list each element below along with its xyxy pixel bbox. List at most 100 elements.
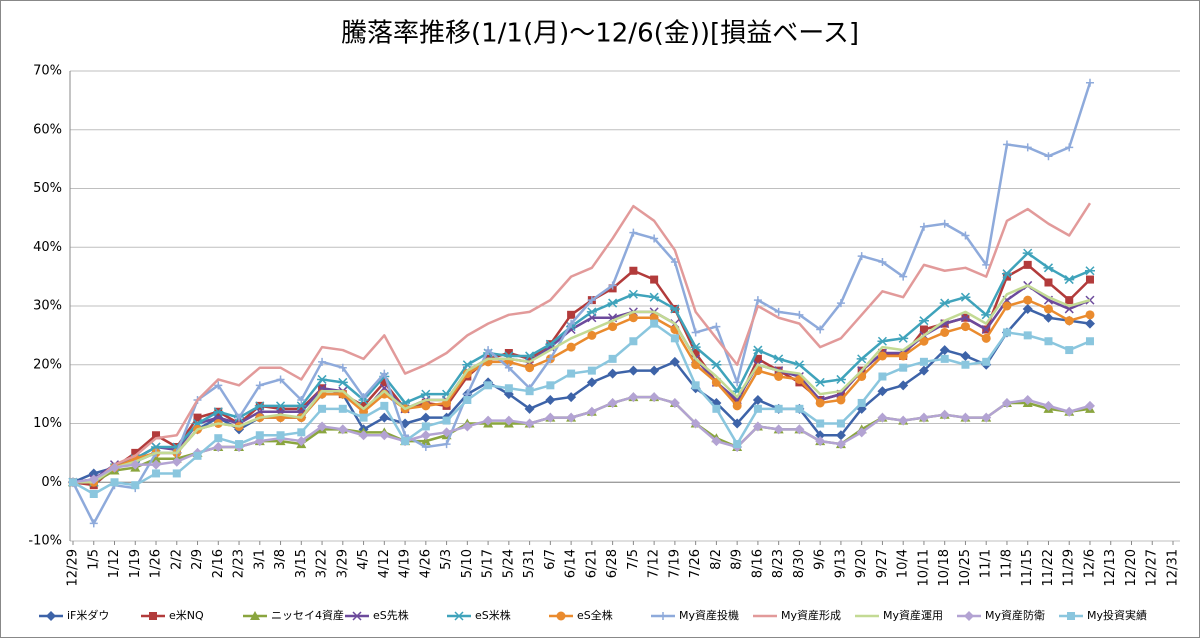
marker <box>567 369 576 378</box>
marker <box>835 430 846 441</box>
x-tick-label: 1/19 <box>128 549 143 578</box>
marker <box>960 322 970 332</box>
marker <box>794 360 805 370</box>
marker <box>463 396 472 404</box>
marker <box>733 440 742 449</box>
marker <box>898 415 909 426</box>
legend-marker <box>1067 612 1075 620</box>
marker <box>255 431 264 440</box>
marker <box>753 354 762 363</box>
chart-title: 騰落率推移(1/1(月)～12/6(金))[損益ベース] <box>341 19 859 49</box>
marker <box>525 363 535 373</box>
x-tick-label: 8/30 <box>792 549 807 578</box>
marker <box>504 363 513 372</box>
marker <box>1084 266 1095 276</box>
x-tick-label: 12/20 <box>1124 549 1139 586</box>
marker <box>940 354 949 363</box>
marker <box>88 474 99 485</box>
series <box>69 78 1094 528</box>
x-tick-label: 3/29 <box>335 549 350 578</box>
marker <box>919 325 928 334</box>
marker <box>171 456 182 467</box>
marker <box>981 412 992 423</box>
marker <box>503 415 514 426</box>
marker <box>586 377 597 388</box>
marker <box>297 404 306 413</box>
x-tick-label: 2/23 <box>232 549 247 578</box>
marker <box>669 356 680 367</box>
marker <box>773 424 784 435</box>
marker <box>649 365 660 376</box>
marker <box>1085 78 1094 87</box>
marker <box>629 228 638 237</box>
x-tick-label: 4/12 <box>377 549 392 578</box>
marker <box>960 350 971 361</box>
marker <box>649 392 660 403</box>
series <box>69 319 1094 498</box>
x-tick-label: 5/24 <box>501 549 516 578</box>
marker <box>628 392 639 403</box>
x-tick-label: 10/11 <box>916 549 931 586</box>
marker <box>1023 295 1033 305</box>
y-tick-label: 0% <box>41 475 62 490</box>
marker <box>566 412 577 423</box>
y-tick-label: 50% <box>33 181 62 196</box>
marker <box>525 387 534 396</box>
marker <box>628 365 639 376</box>
marker <box>1002 272 1011 281</box>
marker <box>961 231 970 240</box>
marker <box>566 392 577 403</box>
marker <box>608 322 618 332</box>
x-tick-label: 10/18 <box>937 549 952 586</box>
marker <box>587 366 596 375</box>
marker <box>816 325 825 334</box>
marker <box>152 469 161 478</box>
marker <box>940 219 949 228</box>
marker <box>650 234 659 243</box>
marker <box>586 307 597 317</box>
marker <box>213 407 224 417</box>
marker <box>939 409 950 420</box>
marker <box>732 418 743 429</box>
marker <box>1022 395 1033 405</box>
marker <box>1043 263 1054 273</box>
marker <box>1065 296 1074 305</box>
marker <box>1044 337 1053 346</box>
marker <box>981 310 992 320</box>
marker <box>1044 152 1053 161</box>
legend-label: e米NQ <box>169 609 204 622</box>
marker <box>524 418 535 429</box>
x-tick-label: 11/22 <box>1041 549 1056 586</box>
marker <box>296 436 307 447</box>
marker <box>380 401 389 410</box>
marker <box>919 336 929 346</box>
legend-label: eS全株 <box>577 608 613 622</box>
marker <box>109 462 120 473</box>
marker <box>1043 304 1053 314</box>
marker <box>607 298 618 308</box>
marker <box>940 319 950 329</box>
x-tick-label: 6/7 <box>543 549 558 570</box>
y-tick-label: 60% <box>33 122 62 137</box>
marker <box>1002 301 1012 311</box>
marker <box>525 354 534 363</box>
marker <box>318 357 327 366</box>
marker <box>1001 269 1012 279</box>
marker <box>193 413 202 422</box>
marker <box>629 266 638 275</box>
marker <box>235 440 244 449</box>
x-tick-label: 3/1 <box>252 549 267 570</box>
marker <box>379 412 390 423</box>
marker <box>587 296 596 305</box>
marker <box>276 375 285 384</box>
marker <box>297 396 306 404</box>
marker <box>711 360 722 370</box>
marker <box>1064 316 1074 326</box>
marker <box>213 442 224 452</box>
x-tick-label: 6/21 <box>584 549 599 578</box>
marker <box>919 357 928 366</box>
x-tick-label: 4/26 <box>418 549 433 578</box>
marker <box>877 336 888 346</box>
x-tick-label: 2/16 <box>211 549 226 578</box>
marker <box>317 421 328 432</box>
